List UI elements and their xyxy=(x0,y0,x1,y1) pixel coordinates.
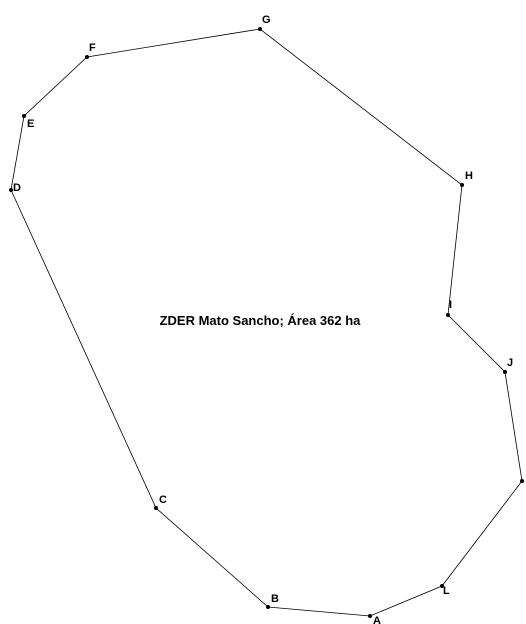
vertex xyxy=(446,313,450,317)
vertex-label: I xyxy=(449,299,452,311)
vertex-label: F xyxy=(89,42,96,54)
vertex xyxy=(9,188,13,192)
vertex-label: H xyxy=(465,170,473,182)
vertex xyxy=(266,605,270,609)
vertex-label: D xyxy=(13,182,21,194)
vertex xyxy=(503,370,507,374)
vertex-label: L xyxy=(443,585,450,597)
vertex xyxy=(368,614,372,618)
vertex xyxy=(520,479,524,483)
vertex xyxy=(440,584,444,588)
vertex xyxy=(460,183,464,187)
vertex-label: C xyxy=(159,494,167,506)
area-title: ZDER Mato Sancho; Área 362 ha xyxy=(160,313,362,328)
vertex xyxy=(22,114,26,118)
vertex-label: B xyxy=(271,593,279,605)
vertex xyxy=(85,55,89,59)
vertex-label: A xyxy=(373,615,381,624)
vertex-label: E xyxy=(27,118,34,130)
vertex-label: J xyxy=(507,357,513,369)
vertex xyxy=(258,27,262,31)
vertex-label: G xyxy=(262,14,271,26)
vertex-points xyxy=(9,27,524,618)
vertex xyxy=(154,506,158,510)
